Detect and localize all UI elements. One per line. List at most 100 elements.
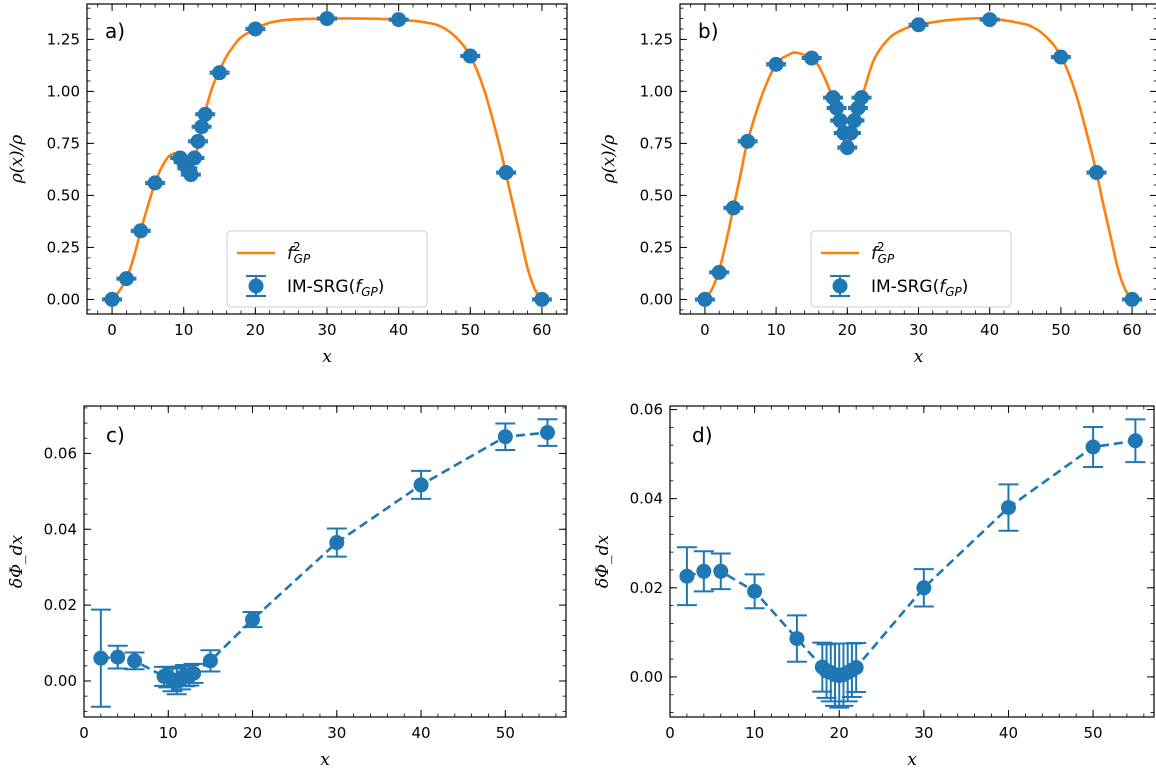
panel-label: b) <box>698 19 719 43</box>
data-point <box>848 660 864 676</box>
y-tick-label: 0.25 <box>47 238 80 256</box>
legend-marker-label: IM-SRG(fGP) <box>287 277 384 299</box>
x-tick-label: 20 <box>830 724 849 742</box>
data-point <box>498 165 514 181</box>
x-tick-label: 60 <box>532 321 551 339</box>
x-tick-label: 10 <box>159 724 178 742</box>
x-tick-label: 40 <box>389 321 408 339</box>
legend-marker-point <box>832 278 848 294</box>
data-point <box>839 140 855 156</box>
x-tick-label: 10 <box>767 321 786 339</box>
x-tick-label: 10 <box>745 724 764 742</box>
data-point <box>829 100 845 116</box>
data-point <box>1053 49 1069 65</box>
y-tick-label: 0.02 <box>630 579 663 597</box>
data-point <box>696 563 712 579</box>
x-tick-label: 10 <box>174 321 193 339</box>
data-point <box>104 291 120 307</box>
x-axis-label: x <box>907 750 917 770</box>
y-tick-label: 0.25 <box>640 238 673 256</box>
data-point <box>832 113 848 129</box>
data-point <box>534 291 550 307</box>
y-tick-label: 0.75 <box>47 134 80 152</box>
y-tick-label: 0.75 <box>640 134 673 152</box>
y-tick-label: 1.25 <box>47 30 80 48</box>
data-point <box>982 12 998 28</box>
legend-box <box>810 230 1012 308</box>
x-tick-label: 0 <box>79 724 89 742</box>
data-layer <box>676 418 1146 709</box>
y-tick-label: 0.06 <box>44 444 77 462</box>
y-tick-label: 0.50 <box>640 186 673 204</box>
data-point <box>1085 439 1101 455</box>
x-tick-label: 30 <box>317 321 336 339</box>
legend-marker-label: IM-SRG(fGP) <box>871 277 968 299</box>
x-tick-label: 30 <box>914 724 933 742</box>
x-tick-label: 50 <box>1084 724 1103 742</box>
x-tick-label: 50 <box>496 724 515 742</box>
legend-line-label: f2 GP <box>287 240 311 266</box>
data-point <box>916 580 932 596</box>
data-point <box>247 21 263 37</box>
y-axis-label: δΦ_dx <box>593 535 613 589</box>
x-tick-label: 0 <box>700 321 710 339</box>
data-point <box>843 125 859 141</box>
y-tick-label: 0.04 <box>44 520 77 538</box>
y-tick-label: 1.00 <box>47 82 80 100</box>
data-point <box>497 429 513 445</box>
x-tick-label: 50 <box>1051 321 1070 339</box>
data-point <box>133 223 149 239</box>
panel-label: d) <box>692 423 713 447</box>
x-axis-label: x <box>320 750 330 770</box>
data-point <box>789 631 805 647</box>
x-tick-label: 40 <box>412 724 431 742</box>
data-point <box>846 113 862 129</box>
data-point <box>911 17 926 33</box>
legend: f2 GP IM-SRG(fGP) <box>810 230 1012 308</box>
data-point <box>197 106 213 122</box>
x-tick-label: 20 <box>838 321 857 339</box>
x-tick-label: 20 <box>246 321 265 339</box>
y-tick-label: 0.00 <box>630 668 663 686</box>
data-point <box>245 612 261 628</box>
y-axis-label: ρ(x)/ρ <box>599 135 619 185</box>
data-point <box>93 650 109 666</box>
y-tick-label: 0.02 <box>44 596 77 614</box>
dashed-connector <box>686 439 1136 677</box>
data-point <box>212 65 228 81</box>
x-axis-label: x <box>914 347 924 367</box>
data-point <box>462 48 478 64</box>
legend-marker-point <box>248 278 264 294</box>
data-point <box>186 150 202 166</box>
data-point <box>118 271 134 287</box>
data-point <box>725 200 741 216</box>
y-tick-label: 0.50 <box>47 186 80 204</box>
panel-label: a) <box>105 19 125 43</box>
data-layer <box>694 12 1143 307</box>
legend-box <box>226 230 428 308</box>
data-point <box>147 175 163 191</box>
data-point <box>768 56 784 72</box>
data-point <box>539 425 555 441</box>
data-point <box>740 133 756 149</box>
data-layer <box>102 11 552 307</box>
legend-line-label: f2 GP <box>871 240 895 266</box>
x-tick-label: 20 <box>243 724 262 742</box>
data-point <box>697 291 713 307</box>
data-point <box>190 133 206 149</box>
dashed-connector <box>100 431 548 683</box>
y-tick-label: 0.06 <box>630 401 663 419</box>
data-point <box>713 563 729 579</box>
x-tick-label: 0 <box>665 724 675 742</box>
data-point <box>1127 433 1143 449</box>
y-tick-label: 1.25 <box>640 30 673 48</box>
y-tick-label: 0.00 <box>640 290 673 308</box>
y-tick-label: 0.00 <box>44 672 77 690</box>
x-tick-label: 40 <box>999 724 1018 742</box>
y-axis-label: δΦ_dx <box>7 535 27 589</box>
plot-frame <box>83 405 567 718</box>
y-tick-label: 0.00 <box>47 290 80 308</box>
y-tick-label: 1.00 <box>640 82 673 100</box>
data-point <box>1124 291 1140 307</box>
